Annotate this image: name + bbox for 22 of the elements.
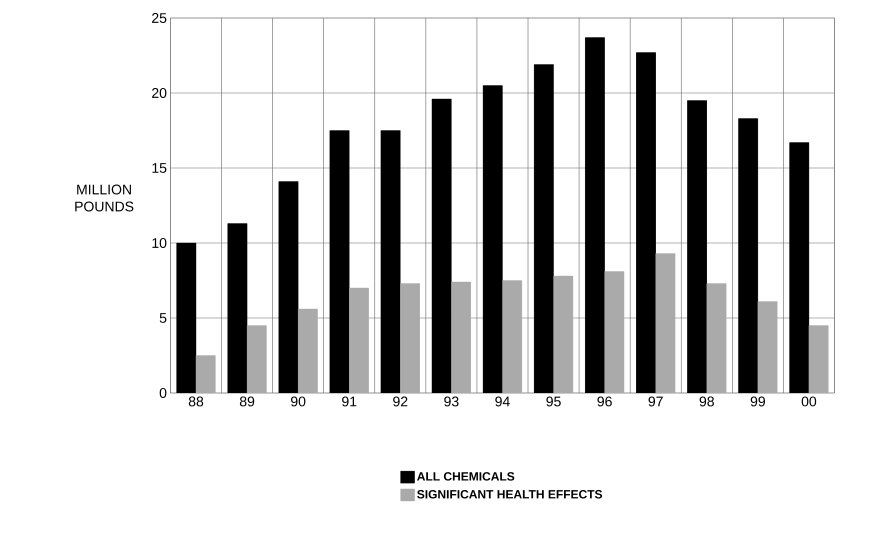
x-tick-label: 89 <box>240 396 254 406</box>
y-tick-label: 20 <box>152 88 166 98</box>
y-tick-label: 15 <box>152 163 166 173</box>
x-tick-label: 97 <box>648 396 663 406</box>
legend-label: SIGNIFICANT HEALTH EFFECTS <box>417 490 602 499</box>
y-tick-label: 5 <box>160 313 166 323</box>
x-tick-label: 93 <box>444 396 459 406</box>
y-axis-title: MILLION POUNDS <box>75 184 134 212</box>
x-tick-label: 94 <box>495 396 510 406</box>
x-tick-label: 98 <box>700 396 714 406</box>
x-tick-label: 92 <box>393 396 408 406</box>
legend-label: ALL CHEMICALS <box>417 472 514 481</box>
x-tick-label: 95 <box>546 396 561 406</box>
x-tick-label: 99 <box>750 396 765 406</box>
y-tick-label: 0 <box>160 388 166 398</box>
x-tick-label: 88 <box>188 396 204 406</box>
x-tick-label: 90 <box>291 396 306 406</box>
y-tick-label: 25 <box>152 13 166 23</box>
x-tick-label: 91 <box>342 396 356 406</box>
y-tick-label: 10 <box>152 238 166 248</box>
x-tick-label: 96 <box>597 396 612 406</box>
x-tick-label: 00 <box>802 396 816 406</box>
